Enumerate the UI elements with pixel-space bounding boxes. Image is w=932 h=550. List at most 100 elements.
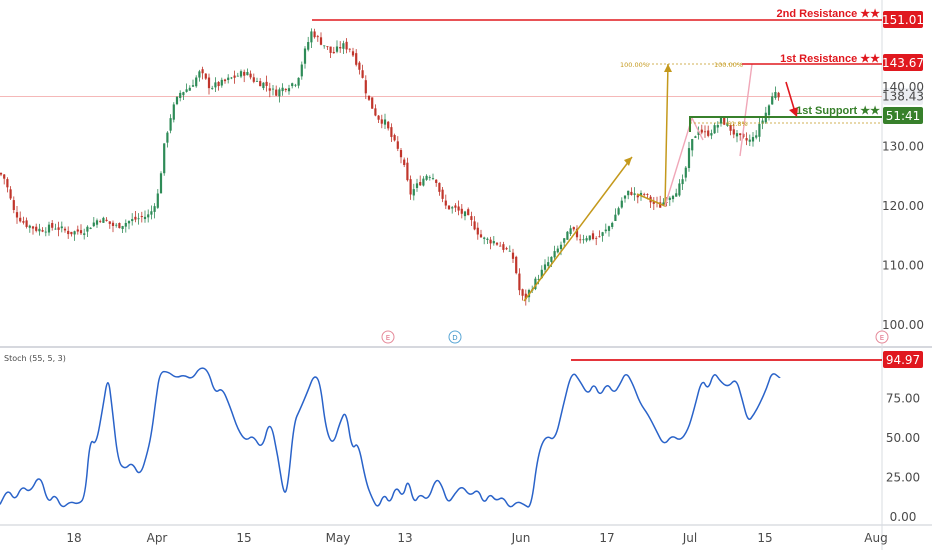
candle-body <box>489 239 492 244</box>
candle-body <box>92 222 95 227</box>
price-tick-label: 130.00 <box>882 140 924 154</box>
projection-drawings: 100.00% 100.00% 61.8% <box>523 61 882 302</box>
candle-body <box>195 77 198 87</box>
fib-label-100-a: 100.00% <box>620 61 649 69</box>
candle-body <box>335 46 339 52</box>
candle-body <box>329 46 332 53</box>
candle-body <box>70 231 73 235</box>
candle-body <box>345 41 348 50</box>
earnings-marker-upcoming[interactable] <box>875 330 889 344</box>
projection-arrow-line <box>523 156 633 302</box>
candle-body <box>252 77 255 82</box>
candle-body <box>441 189 444 199</box>
candle-body <box>694 136 697 138</box>
candle-body <box>559 244 563 249</box>
candle-body <box>367 95 371 100</box>
candle-body <box>182 92 185 96</box>
level-value-1st-resistance: 143.67 <box>882 56 924 70</box>
candle-body <box>67 230 70 235</box>
candle-body <box>611 222 614 227</box>
level-tag-2nd-resistance <box>883 11 923 28</box>
candle-body <box>454 205 457 208</box>
candle-body <box>742 133 745 137</box>
candle-body <box>150 211 153 215</box>
candle-body <box>89 227 92 229</box>
candle-body <box>508 250 511 252</box>
candle-body <box>553 251 556 258</box>
candle-body <box>115 224 118 226</box>
candle-body <box>415 183 419 188</box>
candle-body <box>163 143 166 174</box>
indicator-title[interactable]: Stoch (55, 5, 3) <box>4 354 66 363</box>
candle-body <box>271 88 275 90</box>
candle-body <box>31 226 35 229</box>
candle-body <box>262 82 265 89</box>
candle-body <box>563 238 566 243</box>
candle-body <box>566 231 569 240</box>
candle-body <box>716 124 719 128</box>
candle-body <box>6 179 9 188</box>
earnings-marker[interactable] <box>381 330 395 344</box>
candle-body <box>307 42 310 50</box>
candle-body <box>595 237 598 239</box>
candle-body <box>294 84 297 86</box>
candle-body <box>620 200 623 208</box>
candle-body <box>188 87 191 91</box>
candle-body <box>406 162 409 181</box>
candle-body <box>255 81 259 82</box>
time-tick-label: 18 <box>66 531 81 545</box>
time-axis[interactable]: 18 Apr 15 May 13 Jun 17 Jul 15 Aug <box>66 531 887 545</box>
event-markers: E D E <box>381 330 889 344</box>
candle-body <box>697 131 700 135</box>
candle-body <box>732 129 735 135</box>
price-tick-label: 140.00 <box>882 80 924 94</box>
candle-body <box>703 131 707 133</box>
level-label-1st-resistance: 1st Resistance ★★ <box>780 53 880 65</box>
candle-body <box>505 248 508 250</box>
candle-body <box>371 97 374 109</box>
level-1st-resistance[interactable]: 1st Resistance ★★ 143.67 <box>742 53 924 71</box>
candle-body <box>777 92 780 98</box>
candle-body <box>598 236 601 238</box>
stoch-line <box>0 367 781 508</box>
dividend-marker[interactable] <box>448 330 462 344</box>
candle-body <box>745 138 748 141</box>
candle-body <box>22 221 25 223</box>
candle-body <box>627 190 630 196</box>
candle-body <box>451 207 454 209</box>
time-tick-label: May <box>326 531 351 545</box>
candle-body <box>137 218 140 220</box>
candle-body <box>511 252 515 259</box>
level-1st-support[interactable]: 1st Support ★★ 51:41 <box>796 105 923 124</box>
candle-body <box>35 226 38 231</box>
candle-body <box>652 200 655 204</box>
candle-body <box>617 208 620 215</box>
candle-body <box>124 222 127 227</box>
candle-body <box>121 226 124 230</box>
candle-body <box>521 289 524 296</box>
candle-body <box>99 221 102 222</box>
candle-body <box>524 293 527 300</box>
stoch-tick-label: 25.00 <box>886 471 920 485</box>
candle-body <box>102 217 105 223</box>
candle-body <box>457 206 460 211</box>
candle-body <box>339 47 342 49</box>
price-tick-label: 110.00 <box>882 259 924 273</box>
candle-body <box>76 229 79 232</box>
candle-body <box>51 223 54 228</box>
candle-body <box>198 71 201 78</box>
candle-body <box>707 130 710 136</box>
candle-body <box>63 228 67 231</box>
candle-body <box>659 202 662 208</box>
candle-body <box>275 89 278 96</box>
candle-body <box>374 108 377 116</box>
candle-body <box>691 139 694 151</box>
level-2nd-resistance[interactable]: 2nd Resistance ★★ 151.01 <box>312 8 924 28</box>
candle-body <box>623 195 627 199</box>
candle-body <box>127 221 131 224</box>
candle-body <box>556 248 559 253</box>
time-tick-label: 17 <box>599 531 614 545</box>
candle-body <box>303 48 307 64</box>
candle-body <box>460 208 463 214</box>
